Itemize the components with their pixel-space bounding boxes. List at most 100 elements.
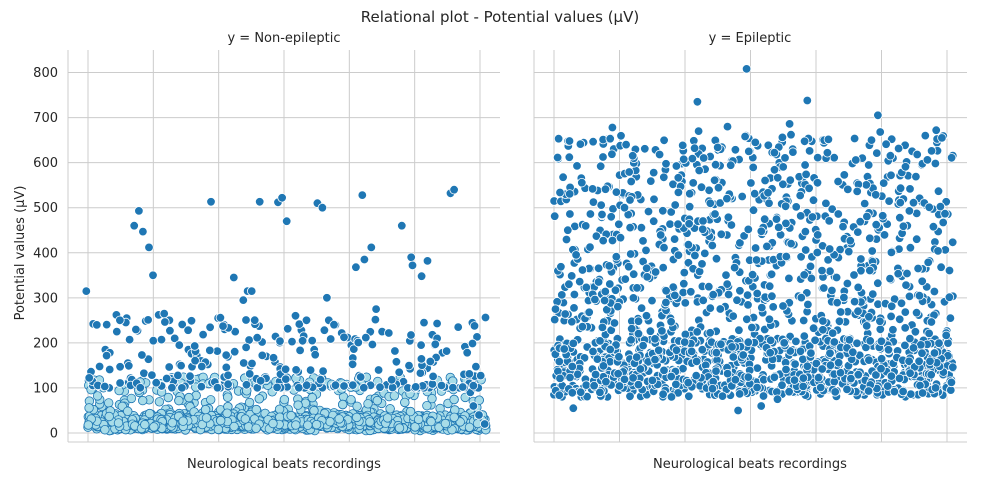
data-point [411,382,421,392]
data-point [620,274,631,284]
data-point [684,391,694,402]
data-point [432,318,442,329]
data-point [791,202,801,212]
data-point [605,279,615,289]
data-point [575,139,586,149]
data-point [849,133,860,144]
data-point [449,394,459,405]
data-point [659,365,669,376]
data-point [781,364,791,375]
data-point [825,348,835,359]
y-tick-label: 200 [33,336,58,351]
data-point [222,392,233,402]
data-point [848,347,858,357]
data-point [886,247,897,258]
data-point [550,314,560,325]
data-point [569,303,579,313]
data-point [865,265,875,276]
data-point [904,291,915,302]
data-point [926,146,937,156]
data-point [862,211,872,222]
data-point [277,193,287,203]
y-tick-label: 700 [33,111,58,126]
data-point [673,219,683,229]
data-point [416,354,427,364]
data-point [654,149,665,160]
data-point [619,202,630,213]
data-point [774,222,784,233]
data-point [596,161,606,171]
data-point [822,148,833,158]
data-point [900,162,911,172]
data-point [711,366,721,376]
data-point [693,126,704,136]
data-point [425,356,436,367]
data-point [173,370,183,381]
data-point [780,153,790,163]
data-point [315,375,326,385]
data-point [812,178,823,188]
data-point [711,254,722,264]
data-point [834,316,845,327]
data-point [375,382,385,392]
data-point [307,335,317,346]
data-point [944,292,955,302]
data-point [406,252,416,262]
data-point [469,321,480,331]
data-point [716,339,726,349]
data-point [101,350,112,361]
data-point [309,405,319,416]
data-point [366,242,377,253]
data-point [365,417,375,427]
data-point [666,317,676,327]
data-point [723,289,734,300]
data-point [632,283,642,293]
y-tick-label: 600 [33,156,58,171]
data-point [804,183,814,194]
data-point [680,298,691,308]
x-axis-label-epileptic: Neurological beats recordings [653,457,847,472]
data-point [624,262,634,272]
data-point [784,273,794,284]
data-point [212,383,223,393]
data-point [905,368,915,378]
data-point [339,381,349,391]
data-point [352,412,362,423]
data-point [872,148,882,158]
data-point [416,271,427,281]
data-point [184,392,194,403]
data-point [864,312,874,322]
data-point [600,184,611,194]
data-point [646,176,656,186]
data-point [640,144,650,154]
data-point [257,350,268,361]
data-point [297,336,308,346]
data-point [911,171,921,182]
data-point [588,197,599,207]
data-point [946,153,957,163]
data-point [708,290,718,300]
data-point [205,395,216,405]
data-point [213,424,224,435]
data-point [694,165,704,176]
data-point [241,342,251,353]
data-point [647,375,658,386]
data-point [371,304,381,314]
data-point [763,188,773,198]
data-point [650,267,661,277]
data-point [798,373,809,383]
data-point [81,286,92,296]
data-point [798,381,808,392]
data-point [310,350,320,360]
data-point [658,389,668,399]
data-point [757,302,767,313]
data-point [799,331,810,341]
data-point [860,198,870,209]
data-point [301,315,312,326]
data-point [642,263,652,274]
data-point [598,152,608,162]
data-point [771,214,782,224]
data-point [268,353,279,363]
data-point [317,202,328,213]
data-point [901,280,911,290]
